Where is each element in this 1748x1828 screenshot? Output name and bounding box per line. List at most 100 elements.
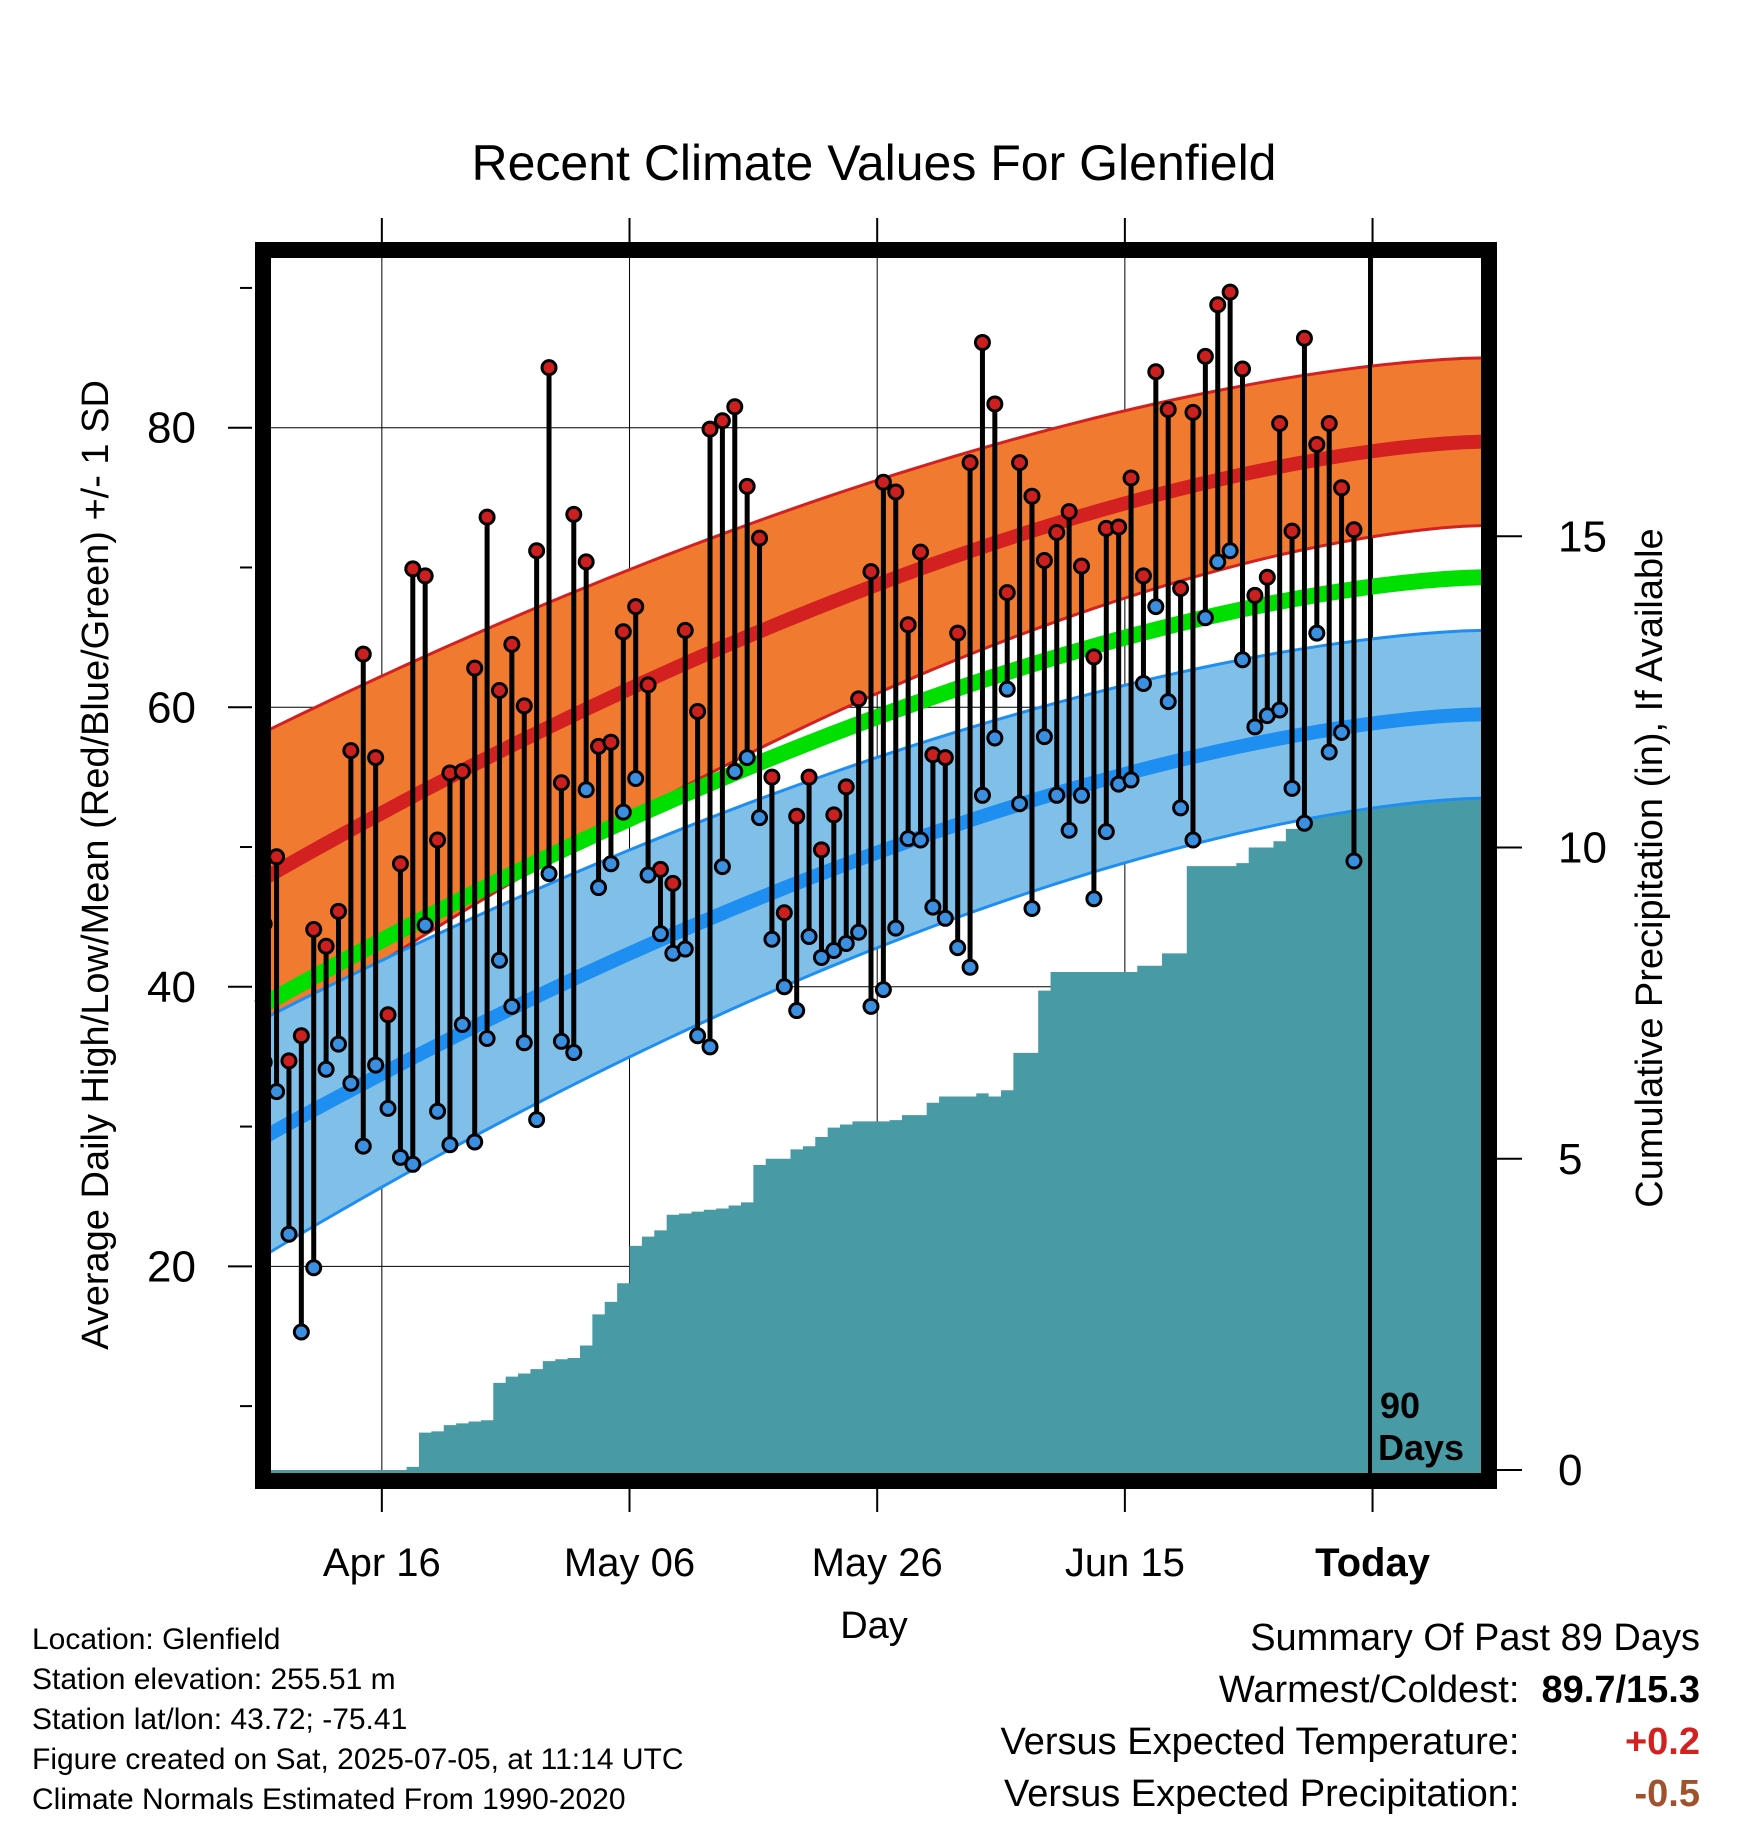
daily-high-point xyxy=(1023,487,1041,505)
daily-low-point xyxy=(354,1137,372,1155)
daily-high-point xyxy=(1147,363,1165,381)
daily-low-point xyxy=(1345,852,1363,870)
x-tick-label: May 26 xyxy=(812,1541,943,1585)
daily-low-point xyxy=(887,919,905,937)
high-normal-band xyxy=(258,357,1484,1043)
x-tick-label: May 06 xyxy=(564,1541,695,1585)
daily-low-point xyxy=(1097,823,1115,841)
daily-high-point xyxy=(862,563,880,581)
daily-low-point xyxy=(429,1102,447,1120)
daily-low-point xyxy=(639,866,657,884)
y-right-axis-label: Cumulative Precipitation (in), If Availa… xyxy=(1629,528,1671,1207)
daily-high-point xyxy=(1333,479,1351,497)
daily-low-point xyxy=(404,1155,422,1173)
summary-title: Summary Of Past 89 Days xyxy=(1250,1617,1700,1659)
daily-low-point xyxy=(565,1043,583,1061)
daily-low-point xyxy=(1295,814,1313,832)
daily-low-point xyxy=(1209,553,1227,571)
daily-low-point xyxy=(676,940,694,958)
x-tick-label: Apr 16 xyxy=(323,1541,441,1585)
daily-high-point xyxy=(1011,454,1029,472)
daily-high-point xyxy=(367,749,385,767)
daily-low-point xyxy=(713,858,731,876)
daily-low-point xyxy=(961,958,979,976)
daily-low-point xyxy=(763,930,781,948)
daily-high-point xyxy=(751,529,769,547)
y-left-tick-label: 20 xyxy=(147,1242,196,1291)
daily-low-point xyxy=(1060,821,1078,839)
precip-fill xyxy=(258,785,1497,1476)
daily-low-point xyxy=(590,879,608,897)
daily-high-point xyxy=(701,420,719,438)
x-axis-label: Day xyxy=(840,1605,908,1647)
daily-low-point xyxy=(317,1060,335,1078)
daily-low-point xyxy=(800,927,818,945)
daily-low-point xyxy=(466,1133,484,1151)
daily-high-point xyxy=(949,624,967,642)
daily-low-point xyxy=(1196,609,1214,627)
daily-low-point xyxy=(1122,771,1140,789)
daily-high-point xyxy=(1308,435,1326,453)
temperature-anomaly-value: +0.2 xyxy=(1624,1721,1700,1763)
daily-high-point xyxy=(1184,403,1202,421)
daily-high-point xyxy=(1221,283,1239,301)
daily-high-point xyxy=(726,398,744,416)
daily-high-point xyxy=(1073,557,1091,575)
daily-high-point xyxy=(1283,522,1301,540)
daily-high-point xyxy=(973,333,991,351)
daily-low-point xyxy=(874,981,892,999)
daily-high-point xyxy=(453,763,471,781)
daily-high-point xyxy=(329,902,347,920)
warmest-coldest-row: Warmest/Coldest: 89.7/15.3 xyxy=(800,1664,1700,1716)
daily-high-point xyxy=(1345,521,1363,539)
daily-low-point xyxy=(329,1035,347,1053)
daily-high-point xyxy=(268,848,286,866)
daily-high-point xyxy=(1209,296,1227,314)
daily-high-point xyxy=(998,584,1016,602)
daily-high-point xyxy=(812,841,830,859)
y-left-tick-label: 60 xyxy=(147,683,196,732)
daily-high-point xyxy=(936,749,954,767)
y-left-axis-label: Average Daily High/Low/Mean (Red/Blue/Gr… xyxy=(75,380,117,1350)
daily-high-point xyxy=(689,702,707,720)
daily-high-point xyxy=(1110,518,1128,536)
daily-high-point xyxy=(354,645,372,663)
daily-low-point xyxy=(490,951,508,969)
warmest-coldest-label: Warmest/Coldest: xyxy=(1218,1669,1520,1711)
daily-low-point xyxy=(379,1099,397,1117)
daily-high-point xyxy=(874,473,892,491)
daily-high-point xyxy=(912,543,930,561)
daily-low-point xyxy=(837,934,855,952)
daily-low-point xyxy=(850,923,868,941)
latlon-text: Station lat/lon: 43.72; -75.41 xyxy=(32,1703,408,1736)
y-right-tick-label: 0 xyxy=(1558,1446,1582,1495)
daily-high-point xyxy=(1048,524,1066,542)
daily-low-point xyxy=(478,1030,496,1048)
summary-panel: Summary Of Past 89 Days Warmest/Coldest:… xyxy=(800,1612,1700,1820)
elevation-text: Station elevation: 255.51 m xyxy=(32,1663,396,1696)
daily-high-point xyxy=(429,831,447,849)
daily-high-point xyxy=(305,920,323,938)
daily-high-point xyxy=(379,1006,397,1024)
daily-low-point xyxy=(751,809,769,827)
daily-high-point xyxy=(466,659,484,677)
daily-low-point xyxy=(936,909,954,927)
daily-high-point xyxy=(837,778,855,796)
daily-low-point xyxy=(552,1032,570,1050)
daily-high-point xyxy=(639,676,657,694)
y-right-tick-label: 15 xyxy=(1558,512,1607,561)
daily-high-point xyxy=(850,690,868,708)
daily-low-point xyxy=(949,939,967,957)
daily-low-point xyxy=(1085,890,1103,908)
daily-low-point xyxy=(1246,718,1264,736)
daily-high-point xyxy=(1172,579,1190,597)
daily-high-point xyxy=(540,359,558,377)
daily-high-point xyxy=(503,635,521,653)
x-tick-label: Today xyxy=(1315,1541,1431,1585)
daily-low-point xyxy=(614,803,632,821)
daily-low-point xyxy=(305,1259,323,1277)
daily-low-point xyxy=(812,948,830,966)
daily-high-point xyxy=(986,395,1004,413)
daily-high-point xyxy=(1159,401,1177,419)
daily-low-point xyxy=(367,1056,385,1074)
